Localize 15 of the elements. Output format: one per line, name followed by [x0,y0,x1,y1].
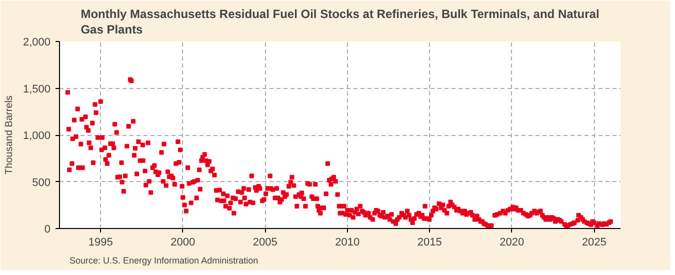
y-tick-label: 2,000 [22,36,51,48]
x-tick-label: 2020 [500,236,524,248]
x-tick-label: 1995 [88,236,113,248]
x-tick-label: 2000 [170,236,196,248]
y-tick-label: 0 [44,224,51,236]
x-tick-label: 2025 [582,236,606,248]
y-tick-label: 1,000 [22,130,51,142]
y-tick-label: 1,500 [22,83,51,96]
x-tick-label: 2015 [417,236,442,248]
y-tick-label: 500 [32,176,51,189]
y-axis-title: Thousand Barrels [4,96,15,174]
source-note: Source: U.S. Energy Information Administration [70,256,258,266]
x-tick-label: 2010 [335,236,360,248]
chart-title: Monthly Massachusetts Residual Fuel Oil Stocks at Refineries, Bulk Terminals, and Natural Gas Plants [80,7,600,36]
x-tick-label: 2005 [252,236,278,248]
